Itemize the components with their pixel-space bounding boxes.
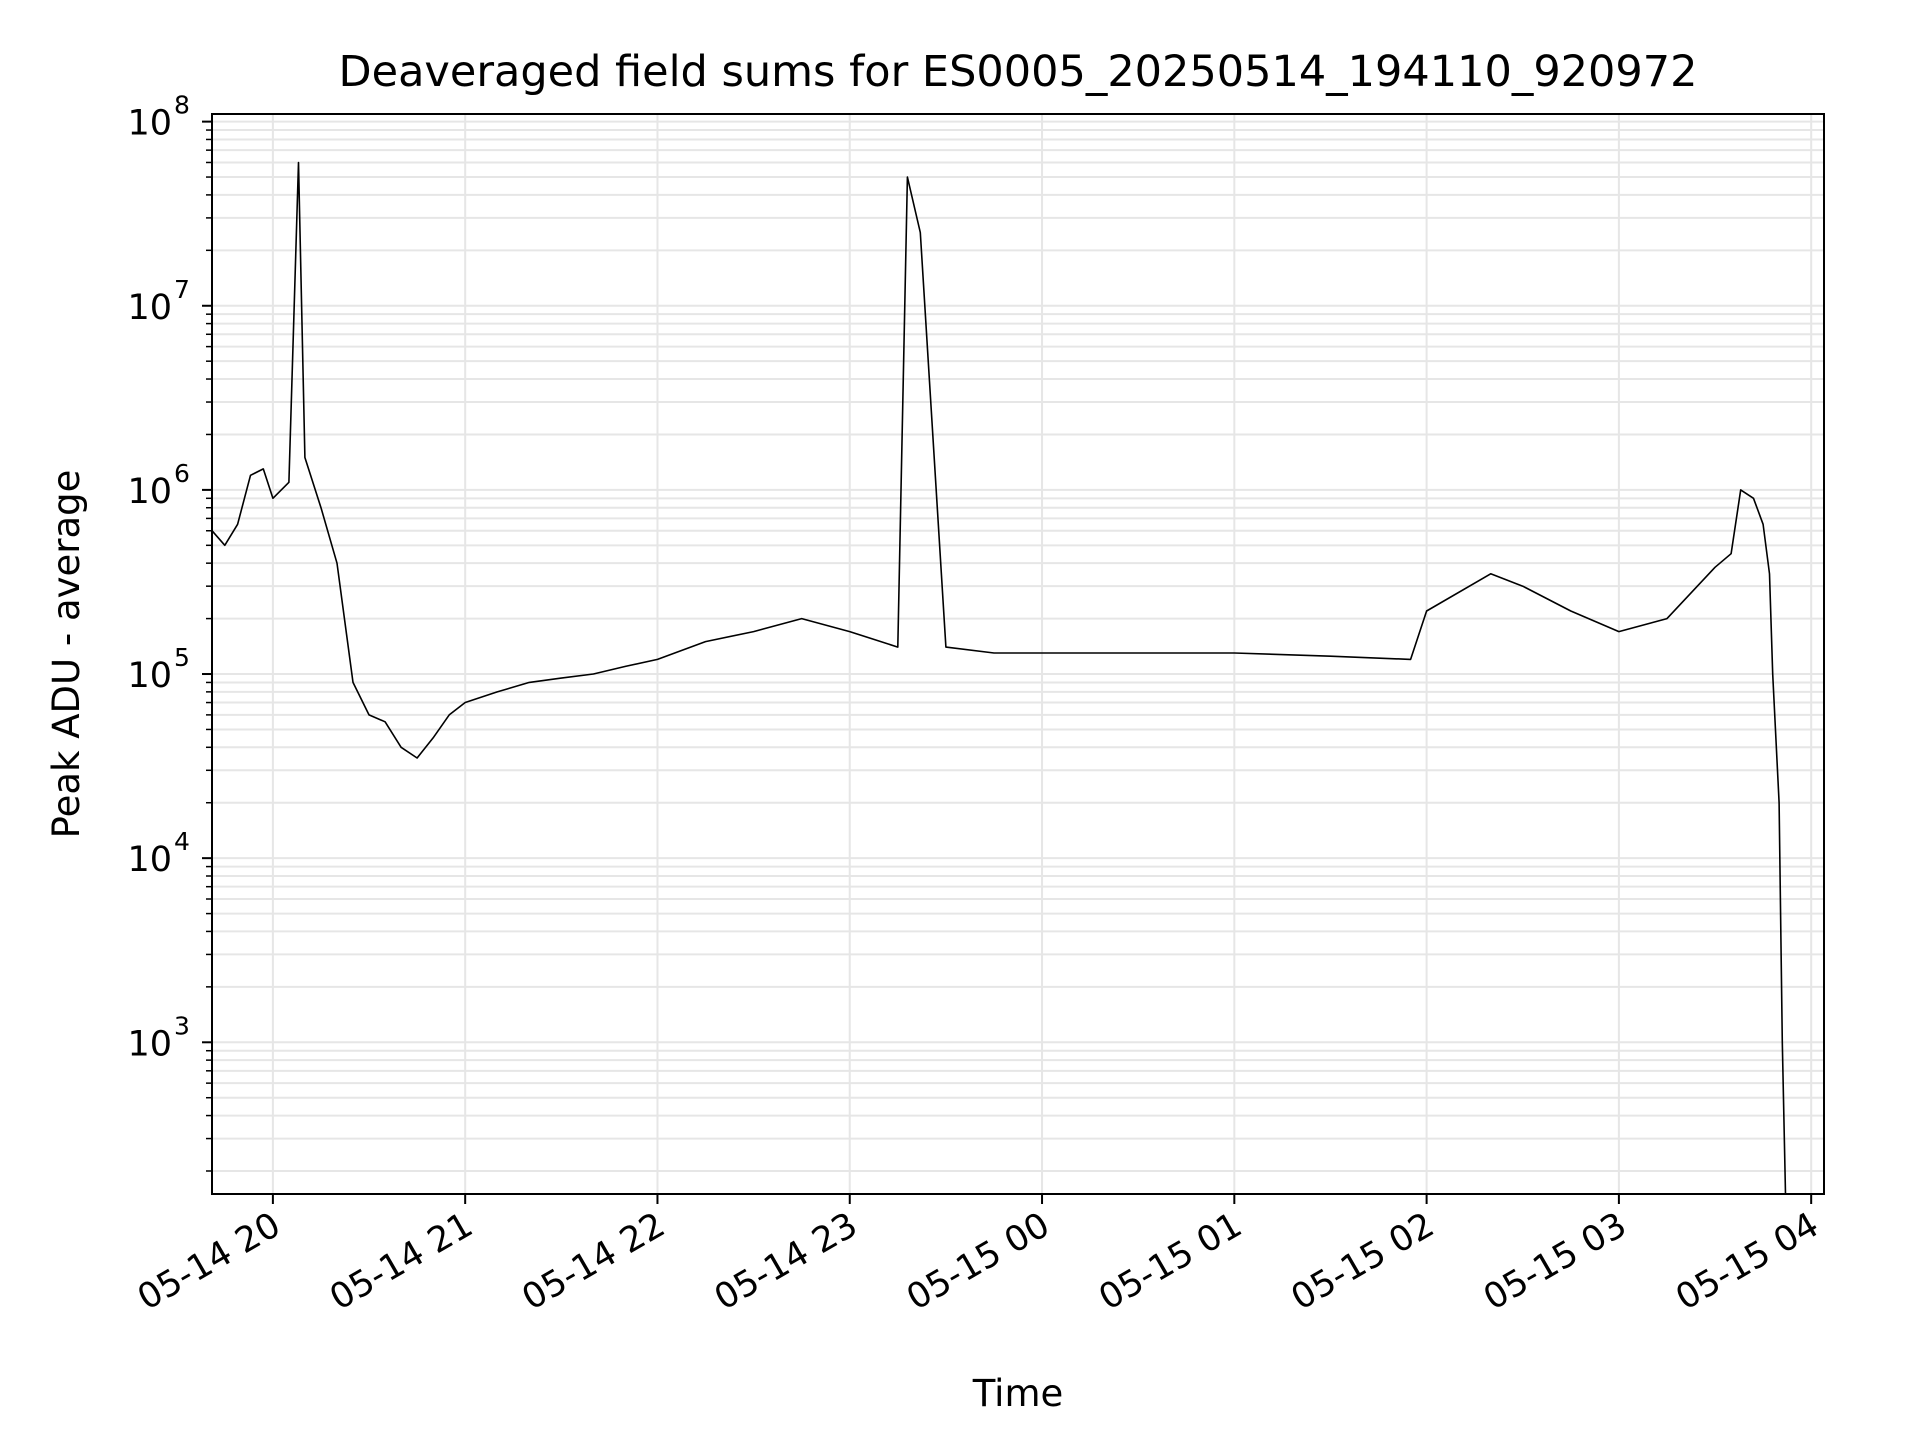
y-tick-base: 10 [127,1024,172,1064]
x-axis-label: Time [972,1372,1064,1415]
chart-title: Deaveraged field sums for ES0005_2025051… [339,47,1698,97]
y-tick-label: 10 8 [127,91,189,144]
y-tick-base: 10 [127,656,172,696]
y-tick-base: 10 [127,104,172,144]
y-tick-base: 10 [127,840,172,880]
y-tick-label: 10 5 [127,643,189,696]
y-tick-exponent: 4 [174,827,190,856]
y-tick-exponent: 6 [174,459,190,488]
y-tick-exponent: 8 [174,91,190,120]
y-tick-label: 10 4 [127,827,189,880]
y-tick-label: 10 3 [127,1011,189,1064]
y-tick-exponent: 3 [174,1011,190,1040]
plot-frame [211,113,1825,1195]
y-tick-exponent: 7 [174,275,190,304]
y-tick-base: 10 [127,472,172,512]
grid-layer [212,114,1824,1194]
y-tick-base: 10 [127,288,172,328]
y-tick-exponent: 5 [174,643,190,672]
series-line [211,161,1787,1195]
series-layer [211,161,1787,1195]
y-tick-label: 10 6 [127,459,189,512]
y-axis-label: Peak ADU - average [45,470,88,839]
y-tick-label: 10 7 [127,275,189,328]
